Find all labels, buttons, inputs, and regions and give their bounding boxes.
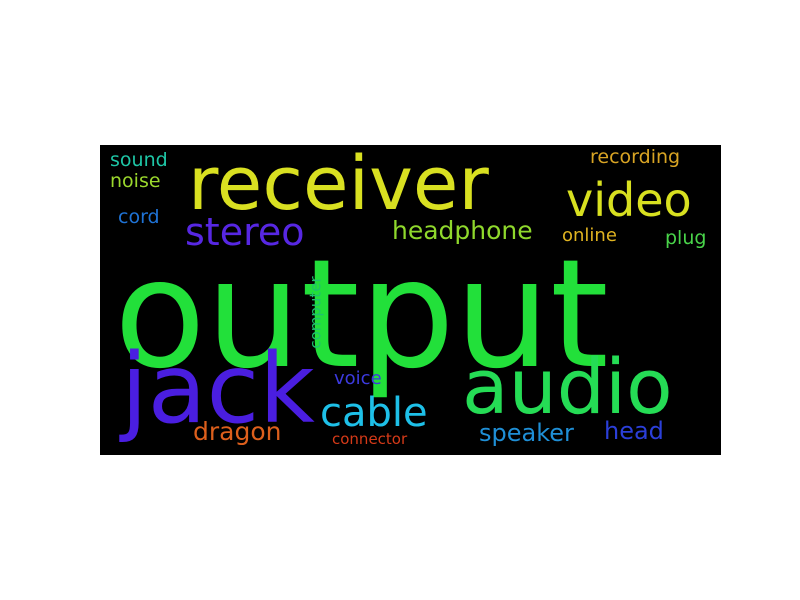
word-stereo: stereo [185,210,305,254]
word-recording: recording [590,146,681,168]
word-output: output [114,228,609,402]
word-cord: cord [118,206,160,228]
word-speaker: speaker [479,419,574,447]
word-plug: plug [665,227,707,249]
word-audio: audio [462,342,673,431]
word-dragon: dragon [193,417,282,446]
word-cable: cable [320,390,428,436]
word-computer: computer [306,276,325,349]
word-head: head [604,417,664,445]
word-voice: voice [334,368,382,389]
word-video: video [566,173,692,227]
word-receiver: receiver [188,145,489,227]
word-sound: sound [110,149,168,171]
word-online: online [562,225,617,246]
word-jack: jack [121,333,315,445]
word-noise: noise [110,170,161,192]
word-headphone: headphone [392,216,533,245]
word-connector: connector [332,430,408,448]
word-cloud: output receiver jack audio video stereo … [100,145,721,455]
